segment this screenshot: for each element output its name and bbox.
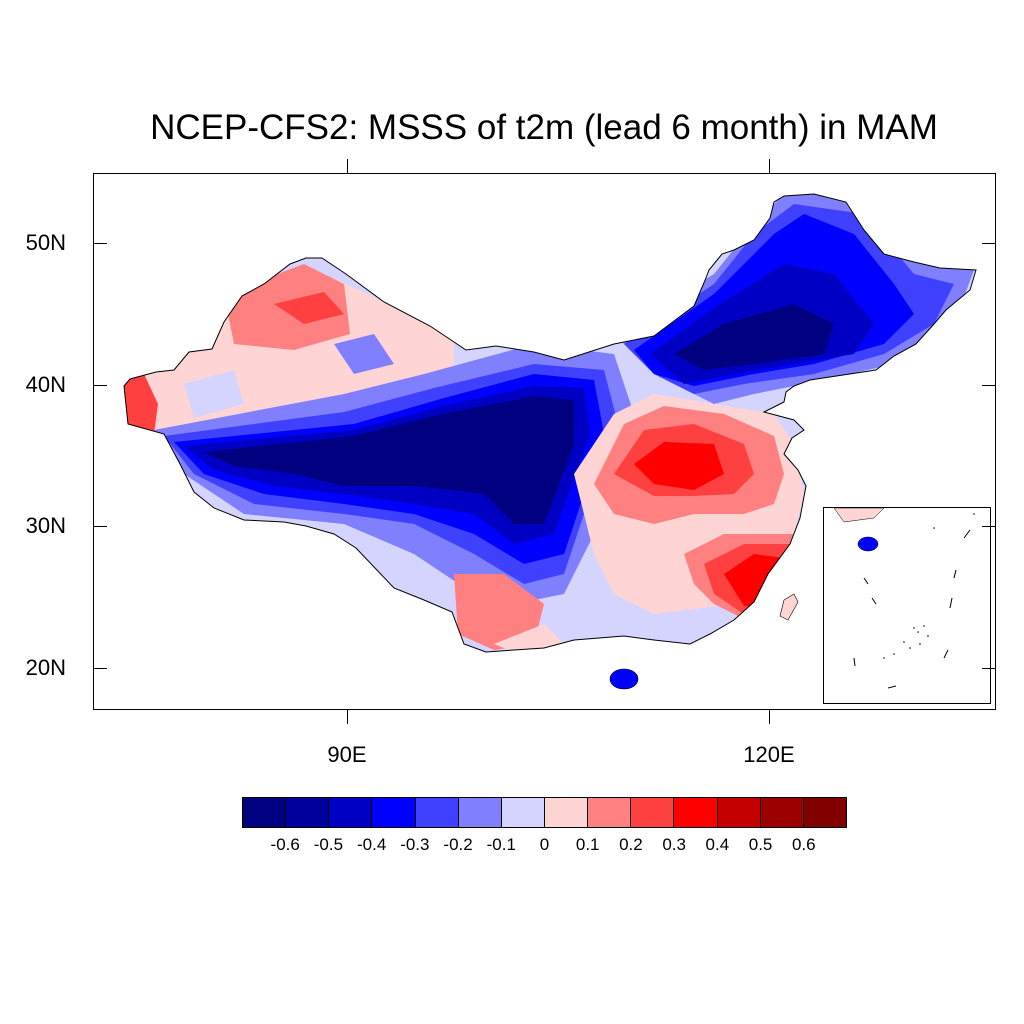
map-panel [93,173,996,710]
colorbar-label: -0.6 [270,835,300,854]
map-title: NCEP-CFS2: MSSS of t2m (lead 6 month) in… [150,108,938,147]
colorbar-segment [458,798,502,827]
colorbar-segment [286,798,330,827]
taiwan-island [779,593,799,621]
ylabel-50n: 50N [25,230,66,255]
colorbar-label: 0 [539,835,550,854]
tick-bottom-120e [769,710,770,724]
colorbar-segment [588,798,632,827]
tick-right-30n [982,526,996,527]
xlabel-90e: 90E [327,742,367,767]
colorbar-segment [717,798,761,827]
tick-right-40n [982,385,996,386]
tick-top-120e [769,159,770,173]
xlabel-120e: 120E [743,742,795,767]
colorbar-segment [803,798,846,827]
colorbar-label: -0.5 [313,835,344,854]
colorbar-segment [760,798,804,827]
contour-map [123,193,977,690]
colorbar-label: -0.4 [356,835,387,854]
colorbar-segment [415,798,459,827]
colorbar-label: -0.3 [400,835,430,854]
colorbar-segment [243,798,287,827]
ylabel-20n: 20N [25,655,66,680]
tick-right-20n [982,668,996,669]
colorbar [242,797,847,828]
colorbar-segment [372,798,416,827]
inset-map [833,508,975,689]
colorbar-label: 0.3 [662,835,686,854]
colorbar-label: 0.1 [575,835,600,854]
country-outline [123,193,977,653]
colorbar-label: 0.5 [748,835,773,854]
tick-top-90e [347,159,348,173]
hainan-island [609,668,639,690]
colorbar-segment [674,798,718,827]
south-china-sea-inset [823,507,991,704]
colorbar-segment [544,798,589,827]
tick-bottom-90e [347,710,348,724]
colorbar-label: -0.1 [486,835,516,854]
tick-right-50n [982,243,996,244]
tick-left-40n [93,385,107,386]
colorbar-label: 0.2 [619,835,643,854]
colorbar-label: -0.2 [443,835,473,854]
colorbar-segment [501,798,545,827]
colorbar-segment [631,798,675,827]
colorbar-label: 0.6 [791,835,816,854]
colorbar-segment [329,798,373,827]
tick-left-30n [93,526,107,527]
ylabel-40n: 40N [25,372,66,397]
colorbar-label: 0.4 [705,835,730,854]
ylabel-30n: 30N [25,513,66,538]
tick-left-50n [93,243,107,244]
tick-left-20n [93,668,107,669]
